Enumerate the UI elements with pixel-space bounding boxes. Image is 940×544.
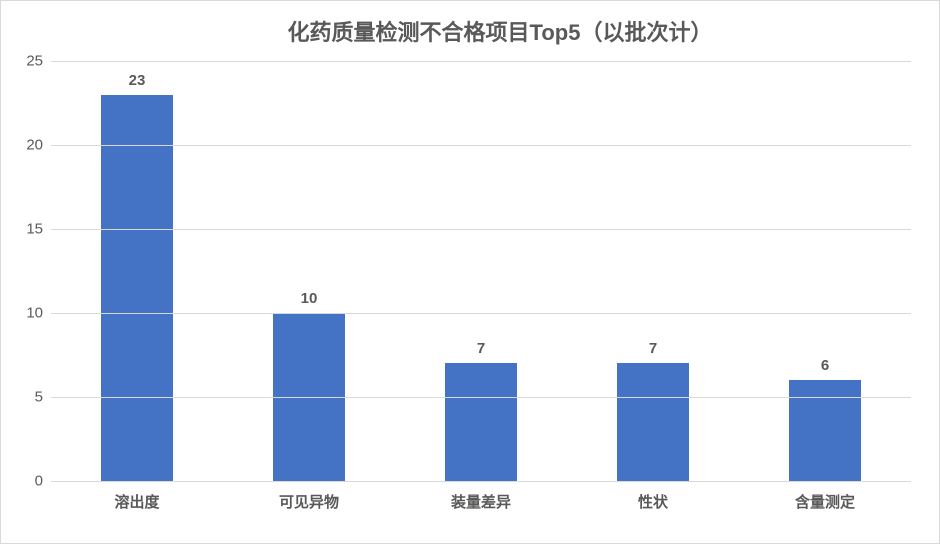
bar-value-label: 7 xyxy=(567,340,739,357)
chart-title: 化药质量检测不合格项目Top5（以批次计） xyxy=(1,15,939,47)
y-tick-label: 20 xyxy=(26,137,51,154)
bar-value-label: 23 xyxy=(51,72,223,89)
gridline xyxy=(51,397,911,398)
bar-slot: 7装量差异 xyxy=(395,61,567,481)
y-tick-label: 25 xyxy=(26,53,51,70)
bar-slot: 6含量测定 xyxy=(739,61,911,481)
y-tick-label: 15 xyxy=(26,221,51,238)
y-tick-label: 10 xyxy=(26,305,51,322)
category-label: 装量差异 xyxy=(395,481,567,512)
bar xyxy=(445,363,517,481)
y-tick-label: 0 xyxy=(35,473,51,490)
category-label: 性状 xyxy=(567,481,739,512)
gridline xyxy=(51,481,911,482)
bar-slot: 10可见异物 xyxy=(223,61,395,481)
bar-slot: 23溶出度 xyxy=(51,61,223,481)
bar-value-label: 6 xyxy=(739,357,911,374)
bar-value-label: 10 xyxy=(223,290,395,307)
gridline xyxy=(51,313,911,314)
category-label: 含量测定 xyxy=(739,481,911,512)
category-label: 溶出度 xyxy=(51,481,223,512)
category-label: 可见异物 xyxy=(223,481,395,512)
bar xyxy=(789,380,861,481)
gridline xyxy=(51,145,911,146)
bars-layer: 23溶出度10可见异物7装量差异7性状6含量测定 xyxy=(51,61,911,481)
y-tick-label: 5 xyxy=(35,389,51,406)
plot-area: 23溶出度10可见异物7装量差异7性状6含量测定 0510152025 xyxy=(51,61,911,481)
gridline xyxy=(51,229,911,230)
bar-value-label: 7 xyxy=(395,340,567,357)
bar xyxy=(101,95,173,481)
gridline xyxy=(51,61,911,62)
bar xyxy=(617,363,689,481)
bar-slot: 7性状 xyxy=(567,61,739,481)
chart-container: 化药质量检测不合格项目Top5（以批次计） 23溶出度10可见异物7装量差异7性… xyxy=(0,0,940,544)
